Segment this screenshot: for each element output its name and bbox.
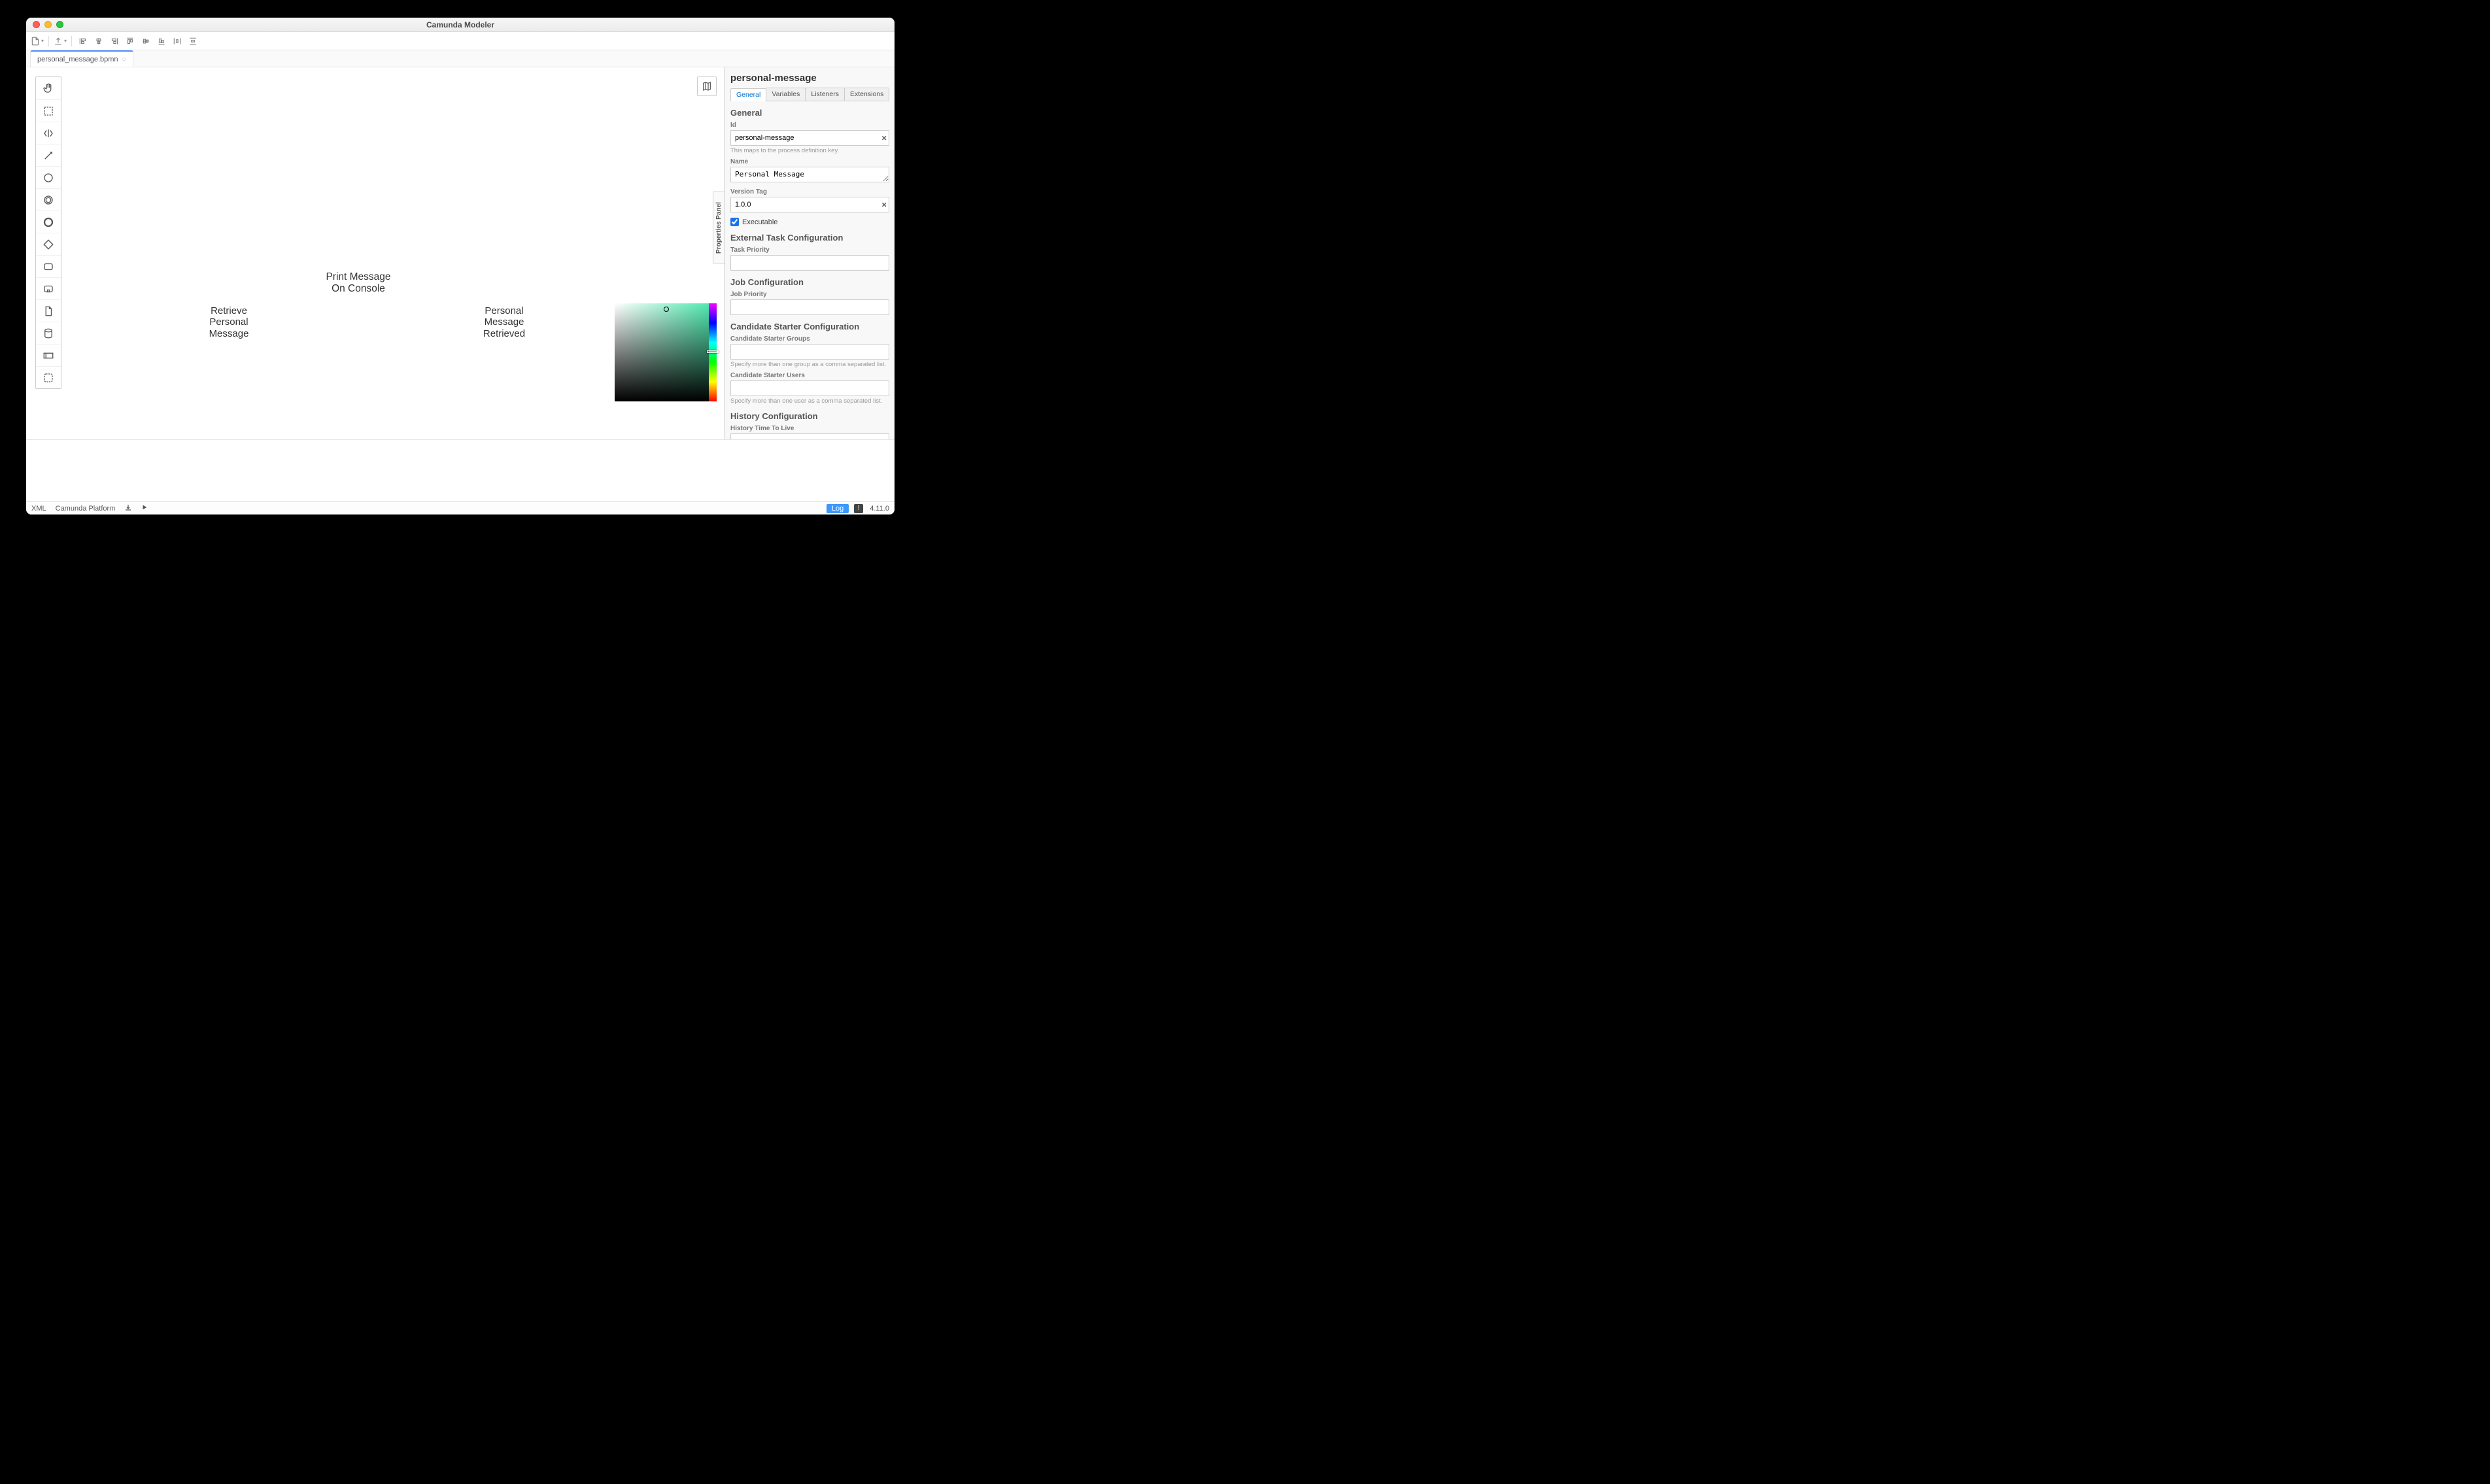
task-icon[interactable] <box>36 255 61 277</box>
executable-checkbox[interactable] <box>730 218 739 226</box>
minimize-window-button[interactable] <box>44 21 52 28</box>
version-label: Version Tag <box>730 188 889 195</box>
properties-panel-toggle-label: Properties Panel <box>715 202 723 254</box>
hue-slider-handle[interactable] <box>707 350 719 353</box>
data-object-icon[interactable] <box>36 299 61 322</box>
bpmn-diagram <box>26 67 222 165</box>
section-external-heading: External Task Configuration <box>730 233 889 243</box>
executable-label: Executable <box>742 218 777 226</box>
section-history-heading: History Configuration <box>730 411 889 421</box>
tab-variables[interactable]: Variables <box>766 88 806 101</box>
main-toolbar: ▾ ▾ <box>26 32 895 50</box>
id-input[interactable] <box>730 130 889 146</box>
properties-tabs: General Variables Listeners Extensions <box>730 88 889 101</box>
close-window-button[interactable] <box>33 21 40 28</box>
distribute-h-button[interactable] <box>170 35 184 48</box>
align-right-button[interactable] <box>107 35 122 48</box>
section-candidate-heading: Candidate Starter Configuration <box>730 322 889 331</box>
color-field[interactable] <box>615 303 709 401</box>
file-tab[interactable]: personal_message.bpmn ○ <box>30 50 133 67</box>
align-bottom-button[interactable] <box>154 35 169 48</box>
align-top-button[interactable] <box>123 35 137 48</box>
history-ttl-input[interactable] <box>730 433 889 439</box>
align-left-button[interactable] <box>76 35 90 48</box>
candidate-users-hint: Specify more than one user as a comma se… <box>730 397 889 405</box>
participant-icon[interactable] <box>36 344 61 366</box>
run-icon[interactable] <box>141 504 148 513</box>
group-icon[interactable] <box>36 366 61 388</box>
candidate-groups-hint: Specify more than one group as a comma s… <box>730 361 889 368</box>
end-event-label: PersonalMessageRetrieved <box>465 305 543 339</box>
data-store-icon[interactable] <box>36 322 61 344</box>
new-file-button[interactable]: ▾ <box>30 35 44 48</box>
close-tab-icon[interactable]: ○ <box>122 56 127 63</box>
clear-id-icon[interactable]: × <box>881 133 887 143</box>
deploy-icon[interactable] <box>124 503 132 513</box>
version-label: 4.11.0 <box>870 505 889 513</box>
candidate-groups-label: Candidate Starter Groups <box>730 335 889 343</box>
minimap-toggle-button[interactable] <box>697 76 717 96</box>
version-input[interactable] <box>730 197 889 212</box>
main-area: Properties Panel RetrievePersonalMessage… <box>26 67 895 439</box>
section-general-heading: General <box>730 108 889 118</box>
history-ttl-label: History Time To Live <box>730 425 889 432</box>
maximize-window-button[interactable] <box>56 21 63 28</box>
tab-extensions[interactable]: Extensions <box>844 88 889 101</box>
canvas[interactable]: Properties Panel RetrievePersonalMessage… <box>26 67 725 439</box>
color-picker[interactable] <box>615 303 717 401</box>
color-field-handle[interactable] <box>664 307 669 312</box>
window-title: Camunda Modeler <box>426 20 494 29</box>
candidate-groups-input[interactable] <box>730 344 889 360</box>
status-xml[interactable]: XML <box>31 505 46 513</box>
name-input[interactable]: Personal Message <box>730 167 889 182</box>
tab-general[interactable]: General <box>730 88 766 101</box>
status-platform[interactable]: Camunda Platform <box>56 505 116 513</box>
job-priority-input[interactable] <box>730 299 889 315</box>
id-label: Id <box>730 122 889 129</box>
properties-panel-toggle[interactable]: Properties Panel <box>713 192 725 263</box>
candidate-users-input[interactable] <box>730 380 889 396</box>
window-controls <box>33 21 63 28</box>
executable-checkbox-row[interactable]: Executable <box>730 218 889 226</box>
clear-version-icon[interactable]: × <box>881 200 887 210</box>
task-label: Print MessageOn Console <box>314 271 403 295</box>
subprocess-icon[interactable] <box>36 277 61 299</box>
align-center-h-button[interactable] <box>92 35 106 48</box>
file-tabs: personal_message.bpmn ○ <box>26 50 895 67</box>
bottom-gap <box>26 439 895 501</box>
task-priority-input[interactable] <box>730 255 889 271</box>
name-label: Name <box>730 158 889 165</box>
file-tab-label: personal_message.bpmn <box>37 56 118 63</box>
feedback-icon[interactable]: ! <box>854 504 863 513</box>
start-event-icon[interactable] <box>36 166 61 188</box>
id-hint: This maps to the process definition key. <box>730 147 889 154</box>
task-priority-label: Task Priority <box>730 246 889 254</box>
app-window: Camunda Modeler ▾ ▾ personal_message.bpm… <box>26 18 895 514</box>
candidate-users-label: Candidate Starter Users <box>730 372 889 379</box>
end-event-icon[interactable] <box>36 211 61 233</box>
distribute-v-button[interactable] <box>186 35 200 48</box>
intermediate-event-icon[interactable] <box>36 188 61 211</box>
log-button[interactable]: Log <box>827 504 849 513</box>
section-job-heading: Job Configuration <box>730 277 889 287</box>
properties-title: personal-message <box>730 73 889 84</box>
job-priority-label: Job Priority <box>730 291 889 298</box>
titlebar: Camunda Modeler <box>26 18 895 32</box>
deploy-button[interactable]: ▾ <box>53 35 67 48</box>
properties-panel: personal-message General Variables Liste… <box>725 67 895 439</box>
hue-slider[interactable] <box>709 303 717 401</box>
align-center-v-button[interactable] <box>139 35 153 48</box>
start-event-label: RetrievePersonalMessage <box>190 305 268 339</box>
tab-listeners[interactable]: Listeners <box>805 88 845 101</box>
status-bar: XML Camunda Platform Log ! 4.11.0 <box>26 501 895 514</box>
gateway-icon[interactable] <box>36 233 61 255</box>
